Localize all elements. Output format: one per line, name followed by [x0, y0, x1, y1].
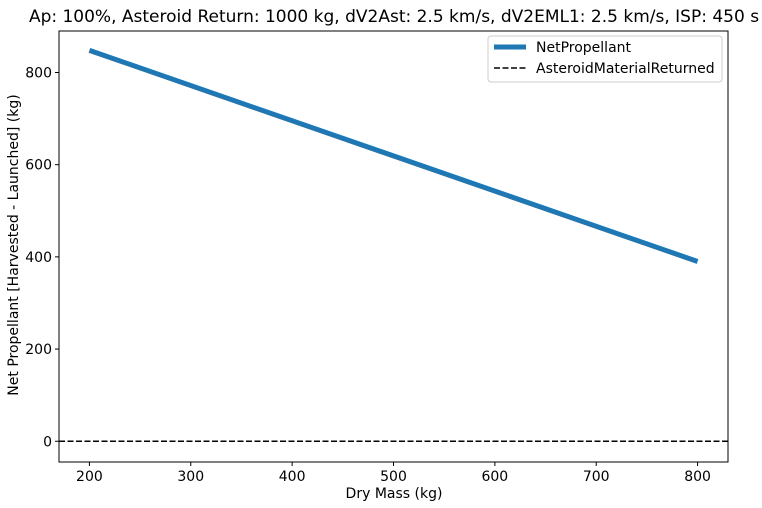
series-layer	[59, 47, 728, 443]
x-tick-label: 800	[684, 469, 711, 485]
y-tick-label: 400	[25, 250, 52, 266]
legend-label-netpropellant: NetPropellant	[536, 40, 632, 56]
y-tick-label: 200	[25, 342, 52, 358]
chart-title: Ap: 100%, Asteroid Return: 1000 kg, dV2A…	[29, 7, 759, 27]
y-axis: 0 200 400 600 800	[25, 65, 59, 450]
y-tick-label: 800	[25, 65, 52, 81]
y-tick-label: 600	[25, 158, 52, 174]
x-axis: 200 300 400 500 600 700 800	[76, 462, 711, 485]
legend: NetPropellant AsteroidMaterialReturned	[487, 35, 723, 83]
x-axis-label: Dry Mass (kg)	[346, 486, 443, 502]
x-tick-label: 500	[380, 469, 407, 485]
x-tick-label: 400	[279, 469, 306, 485]
x-tick-label: 700	[583, 469, 610, 485]
y-axis-label: Net Propellant [Harvested - Launched] (k…	[6, 94, 22, 395]
y-tick-label: 0	[43, 434, 52, 450]
series-line-netpropellant	[88, 47, 699, 264]
plot-frame	[58, 30, 729, 463]
x-tick-label: 300	[177, 469, 204, 485]
x-tick-label: 200	[76, 469, 103, 485]
x-tick-label: 600	[481, 469, 508, 485]
legend-label-asteroidmaterialreturned: AsteroidMaterialReturned	[536, 61, 715, 77]
legend-box	[487, 35, 723, 83]
